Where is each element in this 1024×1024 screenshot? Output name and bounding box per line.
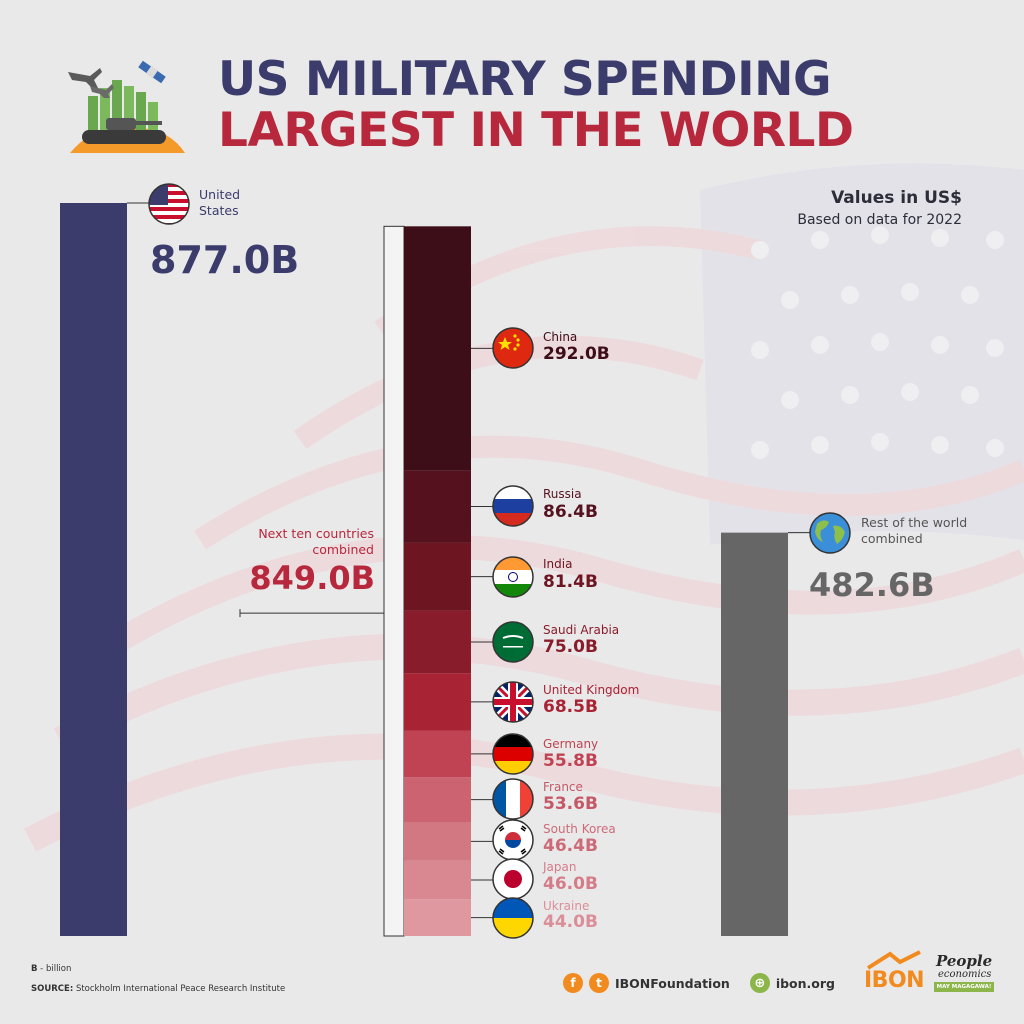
ukraine-flag-icon: [492, 897, 534, 939]
saudi-arabia-flag-icon: [492, 621, 534, 663]
france-flag-icon: [492, 778, 534, 820]
stack-segment-india: [404, 542, 471, 611]
next-ten-bracket: [383, 225, 405, 937]
country-name-united-kingdom: United Kingdom: [543, 683, 640, 697]
units-note: Values in US$: [831, 188, 962, 208]
south-korea-flag-icon: [492, 819, 534, 861]
japan-flag-icon: [492, 858, 534, 900]
stack-segment-japan: [404, 860, 471, 900]
country-name-japan: Japan: [543, 860, 577, 874]
russia-flag-icon: [492, 485, 534, 527]
india-flag-icon: [492, 556, 534, 598]
pe-logo-line2: economics: [938, 969, 992, 980]
germany-flag-icon: [492, 733, 534, 775]
rest-of-world-label: Rest of the world combined: [861, 515, 968, 546]
country-value-france: 53.6B: [543, 794, 598, 814]
facebook-icon[interactable]: f: [563, 973, 583, 993]
website-link[interactable]: ibon.org: [775, 975, 835, 991]
stack-segment-saudi-arabia: [404, 610, 471, 674]
us-value-label: 877.0B: [150, 238, 300, 282]
stack-segment-germany: [404, 730, 471, 778]
china-flag-icon: [492, 327, 534, 369]
pe-logo-tagline: MAY MAGAGAWA!: [934, 982, 994, 992]
country-name-india: India: [543, 557, 573, 571]
next-ten-value-label: 849.0B: [249, 559, 375, 597]
stack-segment-russia: [404, 470, 471, 543]
source-note: SOURCE: Stockholm International Peace Re…: [31, 984, 286, 994]
country-value-united-kingdom: 68.5B: [543, 697, 598, 717]
stack-segment-united-kingdom: [404, 673, 471, 731]
country-name-russia: Russia: [543, 487, 582, 501]
country-value-china: 292.0B: [543, 344, 610, 364]
country-name-saudi-arabia: Saudi Arabia: [543, 623, 620, 637]
title-line-2: LARGEST IN THE WORLD: [218, 103, 854, 158]
us-label: United States: [199, 187, 241, 218]
country-name-south-korea: South Korea: [543, 822, 616, 836]
country-value-russia: 86.4B: [543, 502, 598, 522]
globe-icon: [809, 512, 851, 554]
web-globe-icon: ⊕: [749, 973, 770, 993]
title-line-1: US MILITARY SPENDING: [218, 52, 832, 107]
ibon-logo: IBON: [862, 950, 926, 996]
country-name-china: China: [543, 330, 578, 344]
country-name-germany: Germany: [543, 737, 599, 751]
stack-segment-south-korea: [404, 821, 471, 861]
country-name-ukraine: Ukraine: [543, 899, 590, 913]
united-kingdom-flag-icon: [492, 681, 534, 723]
rest-of-world-value-label: 482.6B: [809, 566, 935, 604]
stack-segment-china: [404, 226, 471, 471]
stack-segment-france: [404, 777, 471, 822]
united-states-flag-icon: [148, 183, 190, 225]
country-value-south-korea: 46.4B: [543, 836, 598, 856]
bar-united-states: [60, 203, 127, 936]
ibon-logo-text: IBON: [864, 968, 925, 993]
ibon-roof-icon: [866, 950, 921, 970]
country-value-saudi-arabia: 75.0B: [543, 637, 598, 657]
bar-rest-of-world: [721, 532, 788, 936]
next-ten-label: Next ten countries combined: [258, 526, 374, 557]
country-name-france: France: [543, 780, 583, 794]
footnote-billion: B - billion: [31, 964, 72, 974]
country-value-germany: 55.8B: [543, 751, 598, 771]
twitter-icon[interactable]: t: [589, 973, 609, 993]
people-economics-logo: People economics MAY MAGAGAWA!: [934, 952, 996, 998]
social-links: f t IBONFoundation ⊕ ibon.org: [563, 972, 835, 994]
social-handle[interactable]: IBONFoundation: [615, 975, 730, 991]
military-spending-illustration-icon: [68, 60, 185, 153]
country-value-ukraine: 44.0B: [543, 912, 598, 932]
data-year-note: Based on data for 2022: [797, 212, 962, 228]
country-value-india: 81.4B: [543, 572, 598, 592]
stack-segment-ukraine: [404, 899, 471, 936]
country-value-japan: 46.0B: [543, 874, 598, 894]
pe-logo-line1: People: [936, 952, 993, 970]
